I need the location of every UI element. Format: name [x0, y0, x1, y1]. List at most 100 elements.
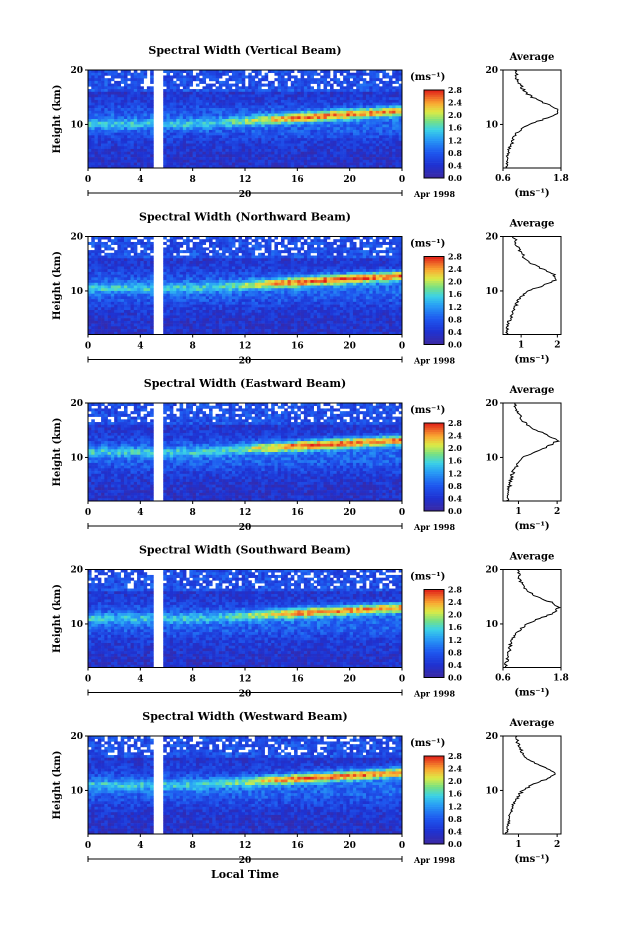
- heatmap-cell: [398, 140, 403, 144]
- heatmap-cell: [333, 113, 337, 117]
- heatmap-cell: [176, 247, 180, 251]
- heatmap-cell: [94, 323, 99, 327]
- heatmap-cell: [176, 75, 180, 79]
- heatmap-cell: [88, 154, 92, 158]
- heatmap-cell: [320, 97, 324, 101]
- heatmap-cell: [297, 151, 301, 155]
- heatmap-cell: [297, 89, 301, 93]
- heatmap-cell: [388, 97, 393, 101]
- heatmap-cell: [362, 143, 367, 147]
- heatmap-cell: [88, 274, 92, 278]
- heatmap-cell: [176, 282, 180, 286]
- heatmap-cell: [150, 94, 154, 98]
- heatmap-cell: [316, 132, 321, 136]
- heatmap-cell: [130, 138, 135, 142]
- heatmap-cell: [163, 252, 167, 256]
- heatmap-cell: [117, 151, 122, 155]
- heatmap-cell: [290, 91, 295, 95]
- heatmap-cell: [323, 83, 328, 87]
- heatmap-cell: [166, 269, 171, 273]
- heatmap-cell: [212, 277, 216, 281]
- heatmap-cell: [215, 244, 220, 248]
- heatmap-cell: [189, 146, 193, 150]
- heatmap-cell: [290, 108, 295, 112]
- heatmap-cell: [395, 94, 400, 98]
- heatmap-cell: [320, 91, 324, 95]
- heatmap-cell: [212, 132, 216, 136]
- heatmap-cell: [182, 323, 187, 327]
- heatmap-cell: [195, 143, 200, 147]
- heatmap-cell: [248, 280, 252, 284]
- heatmap-cell: [238, 91, 243, 95]
- heatmap-cell: [222, 280, 226, 284]
- heatmap-cell: [88, 89, 92, 93]
- heatmap-cell: [326, 154, 331, 158]
- heatmap-cell: [254, 86, 259, 90]
- heatmap-cell: [294, 78, 298, 82]
- heatmap-cell: [205, 263, 210, 267]
- heatmap-cell: [271, 113, 275, 117]
- heatmap-cell: [212, 99, 216, 103]
- heatmap-cell: [117, 293, 122, 297]
- heatmap-cell: [94, 99, 99, 103]
- heatmap-cell: [307, 143, 311, 147]
- heatmap-cell: [199, 326, 203, 330]
- heatmap-cell: [104, 124, 108, 128]
- heatmap-cell: [225, 263, 229, 267]
- heatmap-cell: [163, 247, 167, 251]
- heatmap-cell: [254, 159, 259, 163]
- heatmap-cell: [186, 165, 190, 169]
- heatmap-cell: [212, 135, 216, 139]
- heatmap-cell: [114, 129, 118, 133]
- heatmap-cell: [346, 148, 350, 152]
- heatmap-cell: [212, 301, 216, 305]
- heatmap-cell: [235, 165, 239, 169]
- heatmap-cell: [91, 108, 95, 112]
- heatmap-cell: [379, 116, 383, 120]
- heatmap-cell: [215, 296, 220, 300]
- heatmap-cell: [307, 97, 311, 101]
- heatmap-cell: [163, 263, 167, 267]
- heatmap-cell: [241, 129, 246, 133]
- heatmap-cell: [127, 331, 131, 335]
- heatmap-cell: [199, 148, 203, 152]
- heatmap-cell: [91, 116, 95, 120]
- heatmap-cell: [179, 91, 184, 95]
- heatmap-cell: [133, 304, 138, 308]
- heatmap-cell: [91, 263, 95, 267]
- heatmap-cell: [104, 99, 108, 103]
- heatmap-cell: [245, 282, 249, 286]
- heatmap-cell: [195, 75, 200, 79]
- heatmap-cell: [336, 110, 341, 114]
- heatmap-cell: [182, 241, 187, 245]
- heatmap-cell: [186, 75, 190, 79]
- heatmap-cell: [385, 94, 390, 98]
- heatmap-cell: [137, 91, 141, 95]
- heatmap-cell: [385, 154, 390, 158]
- heatmap-cell: [274, 154, 279, 158]
- heatmap-cell: [205, 299, 210, 303]
- heatmap-cell: [120, 320, 125, 324]
- heatmap-cell: [91, 261, 95, 265]
- heatmap-cell: [173, 151, 177, 155]
- heatmap-cell: [97, 277, 102, 281]
- heatmap-cell: [254, 326, 259, 330]
- heatmap-cell: [91, 255, 95, 259]
- heatmap-cell: [258, 72, 262, 76]
- heatmap-cell: [343, 157, 347, 161]
- heatmap-cell: [195, 127, 200, 131]
- heatmap-cell: [215, 86, 220, 90]
- heatmap-cell: [104, 258, 108, 262]
- heatmap-cell: [343, 91, 347, 95]
- heatmap-cell: [320, 140, 324, 144]
- heatmap-cell: [251, 301, 256, 305]
- heatmap-cell: [330, 143, 334, 147]
- heatmap-cell: [199, 116, 203, 120]
- heatmap-cell: [123, 89, 128, 93]
- heatmap-cell: [146, 318, 151, 322]
- heatmap-cell: [186, 97, 190, 101]
- heatmap-cell: [127, 261, 131, 265]
- heatmap-cell: [107, 151, 112, 155]
- heatmap-cell: [137, 277, 141, 281]
- heatmap-cell: [215, 255, 220, 259]
